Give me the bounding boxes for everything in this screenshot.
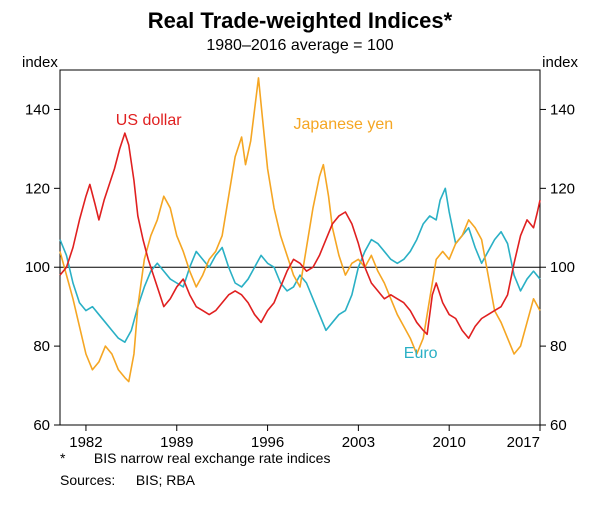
sources-label: Sources:: [60, 472, 132, 488]
svg-text:1996: 1996: [251, 434, 284, 451]
svg-text:100: 100: [550, 259, 575, 276]
footnote-marker: *: [60, 450, 90, 466]
chart-sources: Sources: BIS; RBA: [60, 472, 195, 488]
svg-text:Euro: Euro: [404, 345, 438, 362]
svg-text:140: 140: [550, 101, 575, 118]
svg-text:80: 80: [550, 338, 567, 355]
svg-text:Japanese yen: Japanese yen: [294, 116, 394, 133]
chart-plot: 60 60 80 80 100 100 120 120 140 140 1982 1989 1996 20…: [0, 0, 600, 460]
svg-text:60: 60: [550, 417, 567, 434]
footnote-text: BIS narrow real exchange rate indices: [94, 450, 331, 466]
svg-text:1989: 1989: [160, 434, 193, 451]
svg-text:2017: 2017: [507, 434, 540, 451]
sources-text: BIS; RBA: [136, 472, 195, 488]
svg-text:2003: 2003: [342, 434, 375, 451]
svg-text:2010: 2010: [433, 434, 466, 451]
svg-text:80: 80: [33, 338, 50, 355]
svg-text:120: 120: [25, 180, 50, 197]
svg-text:120: 120: [550, 180, 575, 197]
svg-text:100: 100: [25, 259, 50, 276]
svg-text:US dollar: US dollar: [116, 112, 182, 129]
chart-container: Real Trade-weighted Indices* 1980–2016 a…: [0, 0, 600, 505]
svg-text:60: 60: [33, 417, 50, 434]
chart-footnote: * BIS narrow real exchange rate indices: [60, 450, 330, 466]
svg-text:1982: 1982: [69, 434, 102, 451]
svg-text:140: 140: [25, 101, 50, 118]
